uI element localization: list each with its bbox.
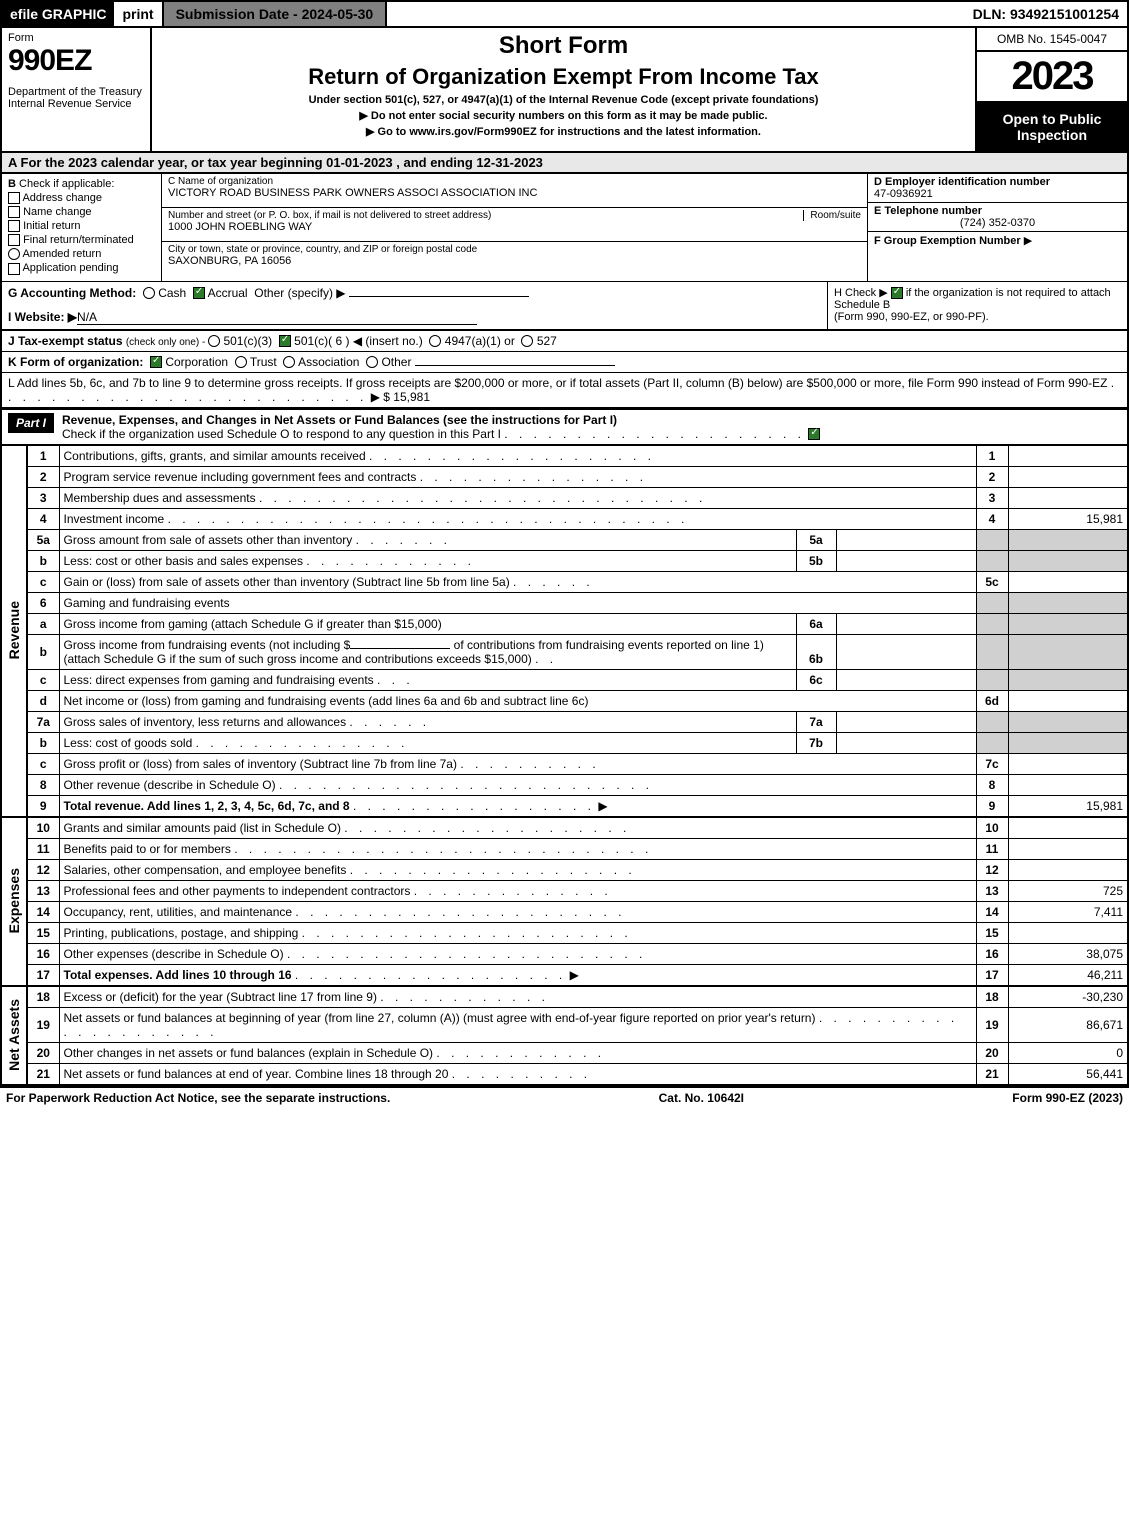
line16-amt: 38,075: [1008, 943, 1128, 964]
subtitle-3: ▶ Go to www.irs.gov/Form990EZ for instru…: [158, 125, 969, 138]
chk-final[interactable]: [8, 234, 20, 246]
chk-assoc[interactable]: [283, 356, 295, 368]
dots: . . . . . . . . . . . . . . . . . . . . …: [504, 427, 805, 441]
subtitle-2: ▶ Do not enter social security numbers o…: [158, 109, 969, 122]
tax-year: 2023: [977, 52, 1127, 103]
part1-badge: Part I: [8, 413, 54, 433]
chk-name-change[interactable]: [8, 206, 20, 218]
line19-amt: 86,671: [1008, 1007, 1128, 1042]
chk-pending[interactable]: [8, 263, 20, 275]
chk-501c[interactable]: [279, 335, 291, 347]
header-center: Short Form Return of Organization Exempt…: [152, 28, 977, 151]
form-number: 990EZ: [8, 44, 144, 78]
irs: Internal Revenue Service: [8, 98, 144, 110]
group-exemption-row: F Group Exemption Number ▶: [868, 232, 1127, 266]
header-right: OMB No. 1545-0047 2023 Open to Public In…: [977, 28, 1127, 151]
footer: For Paperwork Reduction Act Notice, see …: [0, 1086, 1129, 1108]
row-gh: G Accounting Method: Cash Accrual Other …: [0, 281, 1129, 331]
chk-address-change[interactable]: [8, 192, 20, 204]
expenses-label: Expenses: [6, 868, 22, 933]
form-title: Return of Organization Exempt From Incom…: [158, 64, 969, 90]
chk-cash[interactable]: [143, 287, 155, 299]
chk-initial[interactable]: [8, 220, 20, 232]
col-c: C Name of organization VICTORY ROAD BUSI…: [162, 174, 867, 281]
cat-no: Cat. No. 10642I: [659, 1091, 744, 1105]
revenue-label: Revenue: [6, 601, 22, 659]
line14-amt: 7,411: [1008, 901, 1128, 922]
chk-4947[interactable]: [429, 335, 441, 347]
street-row: Number and street (or P. O. box, if mail…: [162, 208, 867, 242]
website: N/A: [77, 310, 97, 324]
row-j: J Tax-exempt status (check only one) - 5…: [0, 331, 1129, 352]
line13-amt: 725: [1008, 880, 1128, 901]
col-d: D Employer identification number 47-0936…: [867, 174, 1127, 281]
paperwork-notice: For Paperwork Reduction Act Notice, see …: [6, 1091, 390, 1105]
lines-table: Revenue 1Contributions, gifts, grants, a…: [0, 446, 1129, 1086]
chk-schedo[interactable]: [808, 428, 820, 440]
line20-amt: 0: [1008, 1042, 1128, 1063]
org-name-row: C Name of organization VICTORY ROAD BUSI…: [162, 174, 867, 208]
line21-amt: 56,441: [1008, 1063, 1128, 1085]
chk-amended[interactable]: [8, 248, 20, 260]
row-a: A For the 2023 calendar year, or tax yea…: [0, 153, 1129, 174]
chk-other[interactable]: [366, 356, 378, 368]
form-word: Form: [8, 32, 144, 44]
phone-row: E Telephone number (724) 352-0370: [868, 203, 1127, 232]
topbar: efile GRAPHIC print Submission Date - 20…: [0, 0, 1129, 28]
line18-amt: -30,230: [1008, 986, 1128, 1008]
col-b: B Check if applicable: Address change Na…: [2, 174, 162, 281]
row-h: H Check ▶ if the organization is not req…: [827, 282, 1127, 329]
chk-corp[interactable]: [150, 356, 162, 368]
chk-h[interactable]: [891, 287, 903, 299]
row-l: L Add lines 5b, 6c, and 7b to line 9 to …: [0, 373, 1129, 409]
efile-label: efile GRAPHIC: [2, 2, 114, 26]
dln: DLN: 93492151001254: [965, 2, 1127, 26]
ein: 47-0936921: [874, 188, 933, 200]
print-link[interactable]: print: [114, 2, 161, 26]
org-name: VICTORY ROAD BUSINESS PARK OWNERS ASSOCI…: [168, 187, 861, 199]
line4-amt: 15,981: [1008, 508, 1128, 529]
chk-527[interactable]: [521, 335, 533, 347]
omb-no: OMB No. 1545-0047: [977, 28, 1127, 52]
part1-header: Part I Revenue, Expenses, and Changes in…: [0, 409, 1129, 446]
chk-accrual[interactable]: [193, 287, 205, 299]
row-k: K Form of organization: Corporation Trus…: [0, 352, 1129, 373]
dept-treasury: Department of the Treasury: [8, 86, 144, 98]
subtitle-1: Under section 501(c), 527, or 4947(a)(1)…: [158, 94, 969, 106]
l-amount: ▶ $ 15,981: [371, 390, 430, 404]
form-header: Form 990EZ Department of the Treasury In…: [0, 28, 1129, 153]
submission-date: Submission Date - 2024-05-30: [162, 2, 388, 26]
chk-trust[interactable]: [235, 356, 247, 368]
open-public: Open to Public Inspection: [977, 103, 1127, 151]
header-left: Form 990EZ Department of the Treasury In…: [2, 28, 152, 151]
form-ref: Form 990-EZ (2023): [1012, 1091, 1123, 1105]
city-row: City or town, state or province, country…: [162, 242, 867, 276]
line17-amt: 46,211: [1008, 964, 1128, 986]
chk-501c3[interactable]: [208, 335, 220, 347]
street: 1000 JOHN ROEBLING WAY: [168, 221, 861, 233]
city: SAXONBURG, PA 16056: [168, 255, 861, 267]
section-bcde: B Check if applicable: Address change Na…: [0, 174, 1129, 281]
phone: (724) 352-0370: [874, 217, 1121, 229]
ein-row: D Employer identification number 47-0936…: [868, 174, 1127, 203]
line9-amt: 15,981: [1008, 795, 1128, 817]
row-g: G Accounting Method: Cash Accrual Other …: [2, 282, 827, 329]
netassets-label: Net Assets: [6, 999, 22, 1071]
short-form: Short Form: [158, 32, 969, 60]
